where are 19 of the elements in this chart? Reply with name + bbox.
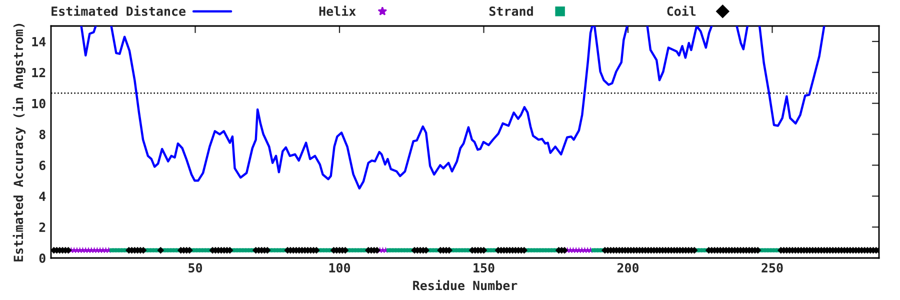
x-tick-label: 150 — [474, 263, 494, 273]
x-axis-title: Residue Number — [413, 280, 518, 290]
legend-label: Coil — [667, 6, 696, 16]
x-tick-label: 250 — [762, 263, 783, 273]
y-tick-label: 10 — [32, 98, 46, 108]
y-tick-label: 6 — [39, 160, 46, 170]
y-tick-label: 12 — [32, 68, 46, 78]
y-tick-label: 4 — [39, 192, 46, 201]
y-tick-label: 8 — [39, 130, 46, 140]
y-axis-title: Estimated Accuracy (in Angstrom) — [12, 24, 26, 262]
y-tick-label: 0 — [39, 253, 46, 263]
y-tick-label: 2 — [39, 222, 46, 232]
legend-label: Strand — [489, 6, 533, 16]
x-tick-label: 50 — [188, 263, 202, 273]
x-tick-label: 200 — [617, 263, 639, 273]
x-tick-label: 100 — [329, 263, 350, 273]
y-tick-label: 14 — [32, 37, 46, 46]
legend-label: Helix — [319, 6, 356, 16]
legend-label: Estimated Distance — [52, 6, 186, 16]
